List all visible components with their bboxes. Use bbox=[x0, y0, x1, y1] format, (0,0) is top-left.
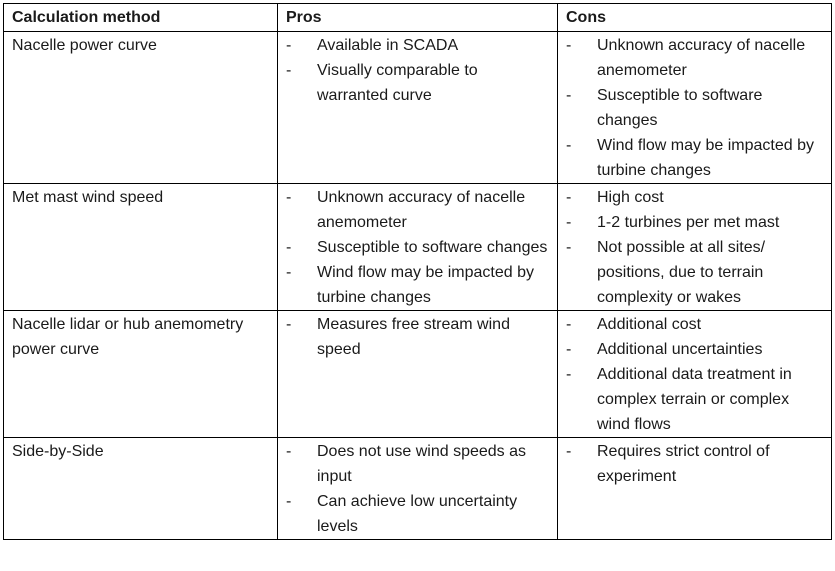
table-row: Nacelle lidar or hub anemometry power cu… bbox=[3, 310, 832, 438]
item-text: Unknown accuracy of nacelle anemometer bbox=[317, 189, 526, 231]
cons-list: - High cost - 1-2 turbines per met mast - Not… bbox=[566, 185, 831, 310]
item-text: Requires strict control of experiment bbox=[597, 443, 770, 485]
bullet-dash: - bbox=[566, 316, 572, 333]
pro-item: - Visually comparable to warranted curve bbox=[286, 58, 557, 108]
cons-list: - Additional cost - Additional uncertaintie… bbox=[566, 312, 831, 437]
bullet-dash: - bbox=[286, 443, 292, 460]
pro-item: - Wind flow may be impacted by turbine ch… bbox=[286, 260, 557, 310]
method-cell: Side-by-Side bbox=[3, 437, 278, 540]
con-item: - High cost bbox=[566, 185, 831, 210]
cons-cell: - Unknown accuracy of nacelle anemometer -… bbox=[557, 31, 832, 184]
item-text: Unknown accuracy of nacelle anemometer bbox=[597, 37, 806, 79]
method-cell: Met mast wind speed bbox=[3, 183, 278, 311]
pros-list: - Unknown accuracy of nacelle anemometer -… bbox=[286, 185, 557, 310]
cons-cell: - High cost - 1-2 turbines per met mast - Not… bbox=[557, 183, 832, 311]
item-text: Does not use wind speeds as input bbox=[317, 443, 527, 485]
cons-list: - Requires strict control of experiment bbox=[566, 439, 831, 489]
pros-cell: - Does not use wind speeds as input - Can a… bbox=[277, 437, 558, 540]
bullet-dash: - bbox=[286, 239, 292, 256]
item-text: Additional uncertainties bbox=[597, 341, 763, 358]
con-item: - Requires strict control of experiment bbox=[566, 439, 831, 489]
table-row: Met mast wind speed - Unknown accuracy of … bbox=[3, 183, 832, 311]
con-item: - 1-2 turbines per met mast bbox=[566, 210, 831, 235]
bullet-dash: - bbox=[286, 493, 292, 510]
table-row: Nacelle power curve - Available in SCADA - V… bbox=[3, 31, 832, 184]
header-calculation-method: Calculation method bbox=[3, 3, 278, 32]
method-cell: Nacelle power curve bbox=[3, 31, 278, 184]
item-text: Additional cost bbox=[597, 316, 702, 333]
bullet-dash: - bbox=[566, 214, 572, 231]
con-item: - Additional uncertainties bbox=[566, 337, 831, 362]
header-row: Calculation method Pros Cons bbox=[3, 3, 832, 32]
bullet-dash: - bbox=[286, 62, 292, 79]
item-text: Available in SCADA bbox=[317, 37, 459, 54]
bullet-dash: - bbox=[286, 316, 292, 333]
table-body: Nacelle power curve - Available in SCADA - V… bbox=[3, 31, 832, 540]
bullet-dash: - bbox=[566, 239, 572, 256]
table-row: Side-by-Side - Does not use wind speeds as… bbox=[3, 437, 832, 540]
bullet-dash: - bbox=[566, 443, 572, 460]
pros-cell: - Available in SCADA - Visually comparable … bbox=[277, 31, 558, 184]
item-text: Measures free stream wind speed bbox=[317, 316, 510, 358]
item-text: Wind flow may be impacted by turbine cha… bbox=[597, 137, 814, 179]
pro-item: - Susceptible to software changes bbox=[286, 235, 557, 260]
pros-list: - Available in SCADA - Visually comparable … bbox=[286, 33, 557, 108]
bullet-dash: - bbox=[566, 189, 572, 206]
cons-list: - Unknown accuracy of nacelle anemometer -… bbox=[566, 33, 831, 183]
con-item: - Susceptible to software changes bbox=[566, 83, 831, 133]
item-text: Wind flow may be impacted by turbine cha… bbox=[317, 264, 534, 306]
bullet-dash: - bbox=[566, 37, 572, 54]
pros-cell: - Measures free stream wind speed bbox=[277, 310, 558, 438]
pro-item: - Available in SCADA bbox=[286, 33, 557, 58]
con-item: - Not possible at all sites/ positions, d… bbox=[566, 235, 831, 310]
bullet-dash: - bbox=[286, 189, 292, 206]
bullet-dash: - bbox=[286, 37, 292, 54]
header-pros: Pros bbox=[277, 3, 558, 32]
pro-item: - Can achieve low uncertainty levels bbox=[286, 489, 557, 539]
con-item: - Additional cost bbox=[566, 312, 831, 337]
item-text: Additional data treatment in complex ter… bbox=[597, 366, 792, 433]
con-item: - Additional data treatment in complex te… bbox=[566, 362, 831, 437]
bullet-dash: - bbox=[566, 137, 572, 154]
bullet-dash: - bbox=[286, 264, 292, 281]
item-text: High cost bbox=[597, 189, 664, 206]
item-text: 1-2 turbines per met mast bbox=[597, 214, 780, 231]
cons-cell: - Requires strict control of experiment bbox=[557, 437, 832, 540]
pro-item: - Measures free stream wind speed bbox=[286, 312, 557, 362]
method-cell: Nacelle lidar or hub anemometry power cu… bbox=[3, 310, 278, 438]
header-cons: Cons bbox=[557, 3, 832, 32]
pro-item: - Unknown accuracy of nacelle anemometer bbox=[286, 185, 557, 235]
con-item: - Wind flow may be impacted by turbine ch… bbox=[566, 133, 831, 183]
pro-item: - Does not use wind speeds as input bbox=[286, 439, 557, 489]
bullet-dash: - bbox=[566, 341, 572, 358]
pros-list: - Does not use wind speeds as input - Can a… bbox=[286, 439, 557, 539]
pros-list: - Measures free stream wind speed bbox=[286, 312, 557, 362]
con-item: - Unknown accuracy of nacelle anemometer bbox=[566, 33, 831, 83]
comparison-table: Calculation method Pros Cons Nacelle pow… bbox=[3, 3, 832, 540]
item-text: Visually comparable to warranted curve bbox=[317, 62, 478, 104]
bullet-dash: - bbox=[566, 366, 572, 383]
item-text: Susceptible to software changes bbox=[597, 87, 763, 129]
item-text: Not possible at all sites/ positions, du… bbox=[597, 239, 766, 306]
item-text: Susceptible to software changes bbox=[317, 239, 548, 256]
cons-cell: - Additional cost - Additional uncertaintie… bbox=[557, 310, 832, 438]
pros-cell: - Unknown accuracy of nacelle anemometer -… bbox=[277, 183, 558, 311]
item-text: Can achieve low uncertainty levels bbox=[317, 493, 518, 535]
bullet-dash: - bbox=[566, 87, 572, 104]
